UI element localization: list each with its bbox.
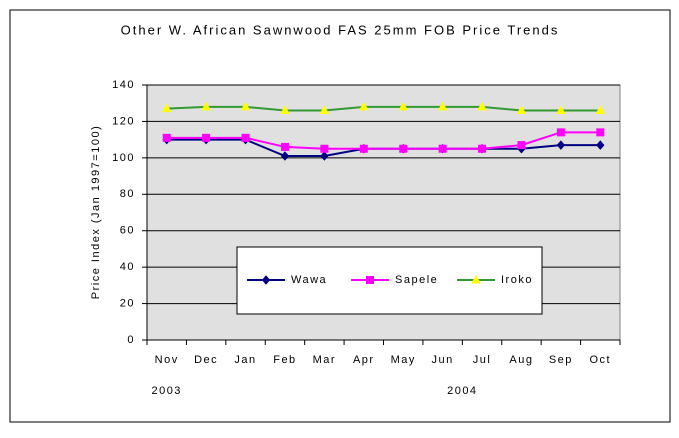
marker [398, 101, 409, 111]
x-tick-label: Jul [473, 354, 492, 366]
marker [596, 128, 605, 137]
marker [201, 101, 211, 111]
x-tick-label: Mar [313, 354, 336, 366]
marker [261, 275, 271, 285]
marker [478, 144, 487, 153]
marker [240, 101, 251, 111]
chart-title: Other W. African Sawnwood FAS 25mm FOB P… [121, 22, 560, 37]
marker [320, 144, 329, 153]
marker [280, 105, 290, 114]
legend-label: Sapele [395, 274, 438, 286]
series-line [166, 105, 601, 112]
marker [477, 101, 487, 111]
x-tick-label: Nov [155, 354, 179, 366]
marker [359, 144, 368, 153]
marker [280, 151, 290, 161]
marker [161, 103, 172, 113]
marker [358, 101, 369, 111]
x-tick-label: Dec [194, 354, 218, 366]
x-tick-label: Jan [234, 354, 256, 366]
y-tick-label: 100 [112, 152, 135, 164]
series-line [166, 131, 601, 150]
marker [319, 105, 330, 114]
marker [516, 105, 527, 114]
x-tick-label: May [391, 354, 416, 366]
y-axis-label: Price Index (Jan 1997=100) [90, 125, 102, 299]
marker [471, 274, 481, 284]
legend: Wawa Sapele Iroko [236, 246, 543, 315]
x-tick-label: Feb [273, 354, 296, 366]
legend-label: Wawa [291, 274, 327, 286]
y-tick-label: 140 [112, 79, 135, 91]
marker [596, 140, 605, 150]
y-tick-label: 120 [112, 115, 135, 127]
marker [556, 105, 566, 114]
x-tick-label: Apr [353, 354, 375, 366]
marker [241, 133, 250, 142]
marker [399, 144, 408, 153]
y-tick-label: 60 [120, 225, 135, 237]
marker [162, 133, 171, 142]
y-tick-label: 80 [120, 188, 135, 200]
marker [366, 276, 374, 284]
x-tick-label: Oct [589, 354, 611, 366]
marker [556, 128, 565, 137]
marker [556, 140, 566, 150]
marker [437, 101, 448, 111]
year-label: 2003 [151, 385, 181, 397]
legend-label: Iroko [501, 274, 533, 286]
marker [517, 141, 526, 150]
marker [280, 142, 289, 151]
marker [438, 144, 447, 153]
marker [202, 133, 211, 142]
x-tick-label: Aug [509, 354, 533, 366]
y-tick-label: 40 [120, 261, 135, 273]
marker [595, 105, 606, 114]
year-label: 2004 [447, 385, 477, 397]
marker [320, 151, 329, 161]
y-tick-label: 20 [120, 297, 135, 309]
x-tick-label: Jun [432, 354, 454, 366]
x-tick-label: Sep [549, 354, 573, 366]
y-tick-label: 0 [127, 334, 135, 346]
